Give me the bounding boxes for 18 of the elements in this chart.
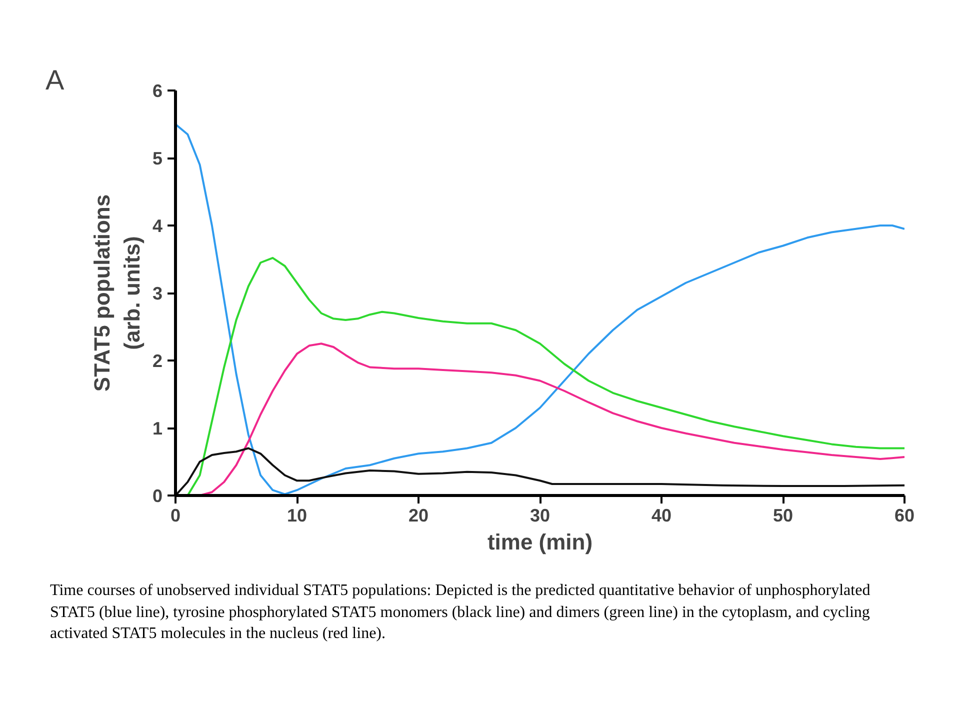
y-tick-label: 1: [152, 418, 163, 438]
x-tick-label: 0: [170, 506, 181, 526]
x-tick-label: 30: [530, 506, 550, 526]
x-tick-label: 20: [408, 506, 429, 526]
y-tick-label: 3: [152, 284, 163, 304]
x-tick-label: 50: [772, 506, 794, 526]
y-tick-label: 4: [152, 216, 163, 236]
x-tick-label: 10: [286, 506, 308, 526]
x-axis-title: time (min): [487, 530, 593, 554]
y-tick-label: 5: [152, 148, 163, 168]
text: Time courses of unobserved individual STAT5 populations: Depicted is the predicted quantitative behavior of unphosphorylated STAT5 (blue line), tyrosine phosphorylated STAT5 monomers (black line) and dimers (green line) in the cytoplasm, and cycling activated STAT5 molecules in the nucleus (red line).: [50, 581, 872, 644]
x-tick-label: 40: [651, 506, 672, 526]
chart-title: A: [46, 64, 64, 96]
y-tick-label: 0: [152, 486, 163, 506]
y-axis-title: STAT5 populations (arb. units): [89, 194, 144, 392]
y-tick-label: 2: [152, 351, 163, 371]
y-tick-label: 6: [152, 81, 163, 101]
x-tick-label: 60: [894, 506, 915, 526]
